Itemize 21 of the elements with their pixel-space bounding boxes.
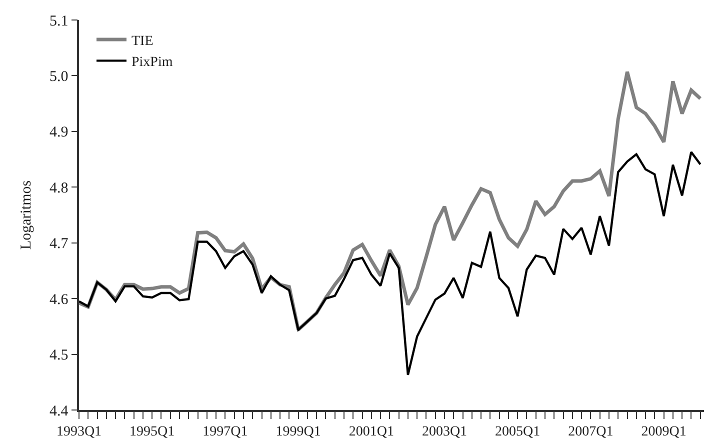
x-tick-label: 1997Q1	[202, 424, 248, 440]
x-tick-label: 2005Q1	[495, 424, 540, 440]
y-axis-title: Logaritmos	[18, 180, 34, 250]
legend-label: TIE	[132, 34, 154, 49]
x-tick-label: 2003Q1	[422, 424, 468, 440]
y-tick-label: 5.0	[50, 68, 68, 85]
line-series	[79, 150, 702, 376]
x-tick-label: 2001Q1	[348, 424, 394, 440]
y-tick-label: 5.1	[50, 13, 68, 30]
y-tick-label: 4.5	[50, 348, 68, 364]
y-tick-label: 4.7	[50, 236, 69, 252]
x-tick-label: 2007Q1	[568, 424, 614, 440]
x-tick-label: 1999Q1	[276, 424, 321, 440]
y-tick-label: 4.8	[50, 180, 68, 196]
legend-label: PixPim	[132, 55, 173, 70]
x-tick-label: 1993Q1	[56, 424, 102, 440]
y-tick-label: 4.6	[50, 292, 69, 308]
x-tick-label: 2009Q1	[641, 424, 686, 440]
y-tick-label: 4.9	[50, 124, 68, 141]
y-tick-label: 4.4	[50, 403, 69, 420]
x-tick-label: 1995Q1	[130, 424, 175, 440]
